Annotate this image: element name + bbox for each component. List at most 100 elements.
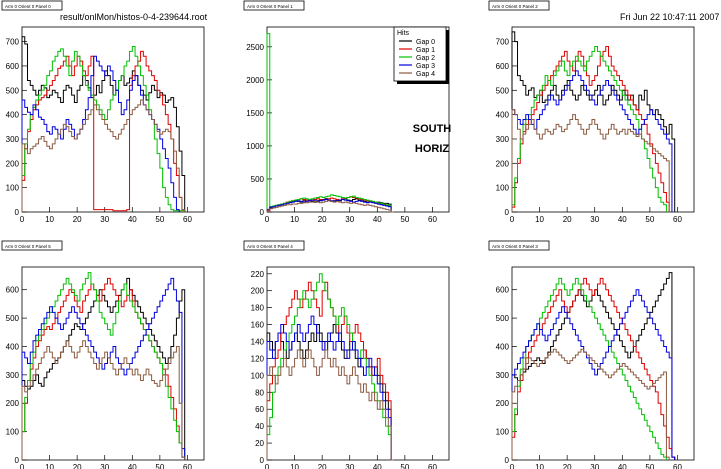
y-tick-label: 2500 <box>246 43 264 52</box>
y-tick-label: 0 <box>260 456 265 465</box>
y-tick-label: 120 <box>251 354 265 363</box>
x-tick-label: 60 <box>183 463 192 469</box>
x-tick-label: 0 <box>20 215 25 224</box>
y-tick-label: 300 <box>496 371 510 380</box>
y-tick-label: 100 <box>251 371 265 380</box>
panel-4: Arm 0 Orient 0 Panel 4020406080100120140… <box>243 240 450 469</box>
y-tick-label: 500 <box>496 86 510 95</box>
y-tick-label: 400 <box>6 111 20 120</box>
histogram-series-4 <box>266 200 394 213</box>
plot-frame <box>511 266 695 461</box>
y-tick-label: 160 <box>251 321 265 330</box>
x-tick-label: 60 <box>673 215 682 224</box>
x-tick-label: 10 <box>535 463 544 469</box>
y-tick-label: 600 <box>6 286 20 295</box>
legend-entry: Gap 1 <box>416 47 435 54</box>
y-tick-label: 400 <box>496 342 510 351</box>
y-tick-label: 200 <box>251 287 265 296</box>
y-tick-label: 100 <box>496 428 510 437</box>
legend-entry: Gap 2 <box>416 55 435 62</box>
y-tick-label: 600 <box>496 62 510 71</box>
x-tick-label: 30 <box>345 215 354 224</box>
x-tick-label: 60 <box>428 215 437 224</box>
x-tick-label: 10 <box>290 463 299 469</box>
y-tick-label: 600 <box>496 286 510 295</box>
y-tick-label: 220 <box>251 270 265 279</box>
x-tick-label: 30 <box>590 463 599 469</box>
y-tick-label: 400 <box>6 342 20 351</box>
x-tick-label: 0 <box>510 215 515 224</box>
panel-title-box <box>243 0 305 11</box>
y-tick-label: 60 <box>255 405 264 414</box>
x-tick-label: 20 <box>563 215 572 224</box>
panel-title: Arm 0 Orient 0 Panel 2 <box>492 4 538 9</box>
panel-title: Arm 0 Orient 0 Panel 0 <box>5 4 51 9</box>
legend-entry: Gap 0 <box>416 39 435 46</box>
histogram-series-2 <box>21 45 186 212</box>
x-tick-label: 20 <box>73 463 82 469</box>
panel-title-box <box>488 240 550 251</box>
y-tick-label: 0 <box>15 208 20 217</box>
y-tick-label: 200 <box>496 399 510 408</box>
x-tick-label: 20 <box>73 215 82 224</box>
y-tick-label: 600 <box>6 62 20 71</box>
histogram-series-4 <box>21 340 186 460</box>
y-tick-label: 2000 <box>246 76 264 85</box>
panel-title-box <box>1 240 63 251</box>
panel-2: Arm 0 Orient 0 Panel 2010020030040050060… <box>488 0 695 224</box>
x-tick-label: 0 <box>20 463 25 469</box>
panel-title: Arm 0 Orient 0 Panel 4 <box>247 244 293 249</box>
y-tick-label: 20 <box>255 439 264 448</box>
y-tick-label: 200 <box>6 399 20 408</box>
y-tick-label: 180 <box>251 304 265 313</box>
y-tick-label: 500 <box>496 314 510 323</box>
x-tick-label: 10 <box>535 215 544 224</box>
x-tick-label: 0 <box>265 463 270 469</box>
legend-title: Hits <box>397 30 410 37</box>
histogram-series-2 <box>266 33 394 213</box>
y-tick-label: 1000 <box>246 142 264 151</box>
x-tick-label: 50 <box>155 215 164 224</box>
x-tick-label: 20 <box>563 463 572 469</box>
x-tick-label: 50 <box>645 463 654 469</box>
histogram-series-2 <box>511 45 667 212</box>
panel-title: Arm 0 Orient 0 Panel 5 <box>5 244 51 249</box>
y-tick-label: 500 <box>6 86 20 95</box>
x-tick-label: 50 <box>155 463 164 469</box>
y-tick-label: 400 <box>496 111 510 120</box>
panel-1: Arm 0 Orient 0 Panel 1 0 500 1000 1500 2000 25… <box>243 0 451 224</box>
y-tick-label: 500 <box>6 314 20 323</box>
histogram-series-0 <box>21 277 186 460</box>
histogram-series-3 <box>511 70 673 212</box>
y-tick-label: 500 <box>251 175 265 184</box>
legend-box <box>393 26 447 82</box>
panel-title: Arm 0 Orient 0 Panel 3 <box>492 244 538 249</box>
date-label: Fri Jun 22 10:47:11 2007 <box>620 12 720 22</box>
y-tick-label: 300 <box>496 135 510 144</box>
x-tick-label: 20 <box>318 215 327 224</box>
y-tick-label: 200 <box>6 159 20 168</box>
histogram-series-4 <box>266 349 394 461</box>
histogram-series-4 <box>511 109 670 212</box>
x-tick-label: 40 <box>128 215 137 224</box>
x-tick-label: 60 <box>673 463 682 469</box>
y-tick-label: 40 <box>255 422 264 431</box>
panel-annotation: HORIZ <box>415 143 450 155</box>
histogram-series-1 <box>511 277 676 460</box>
y-tick-label: 300 <box>6 135 20 144</box>
y-tick-label: 80 <box>255 388 264 397</box>
y-tick-label: 1500 <box>246 109 264 118</box>
x-tick-label: 40 <box>618 463 627 469</box>
x-tick-label: 30 <box>100 463 109 469</box>
histogram-series-3 <box>21 277 186 460</box>
legend-entry: Gap 3 <box>416 63 435 70</box>
panel-title-box <box>243 240 305 251</box>
histogram-series-3 <box>21 55 180 212</box>
x-tick-label: 50 <box>400 215 409 224</box>
panel-title: Arm 0 Orient 0 Panel 1 <box>247 4 293 9</box>
x-tick-label: 50 <box>400 463 409 469</box>
x-tick-label: 30 <box>345 463 354 469</box>
x-tick-label: 0 <box>265 215 270 224</box>
file-label: result/onlMon/histos-0-4-239644.root <box>60 12 208 22</box>
x-tick-label: 10 <box>290 215 299 224</box>
